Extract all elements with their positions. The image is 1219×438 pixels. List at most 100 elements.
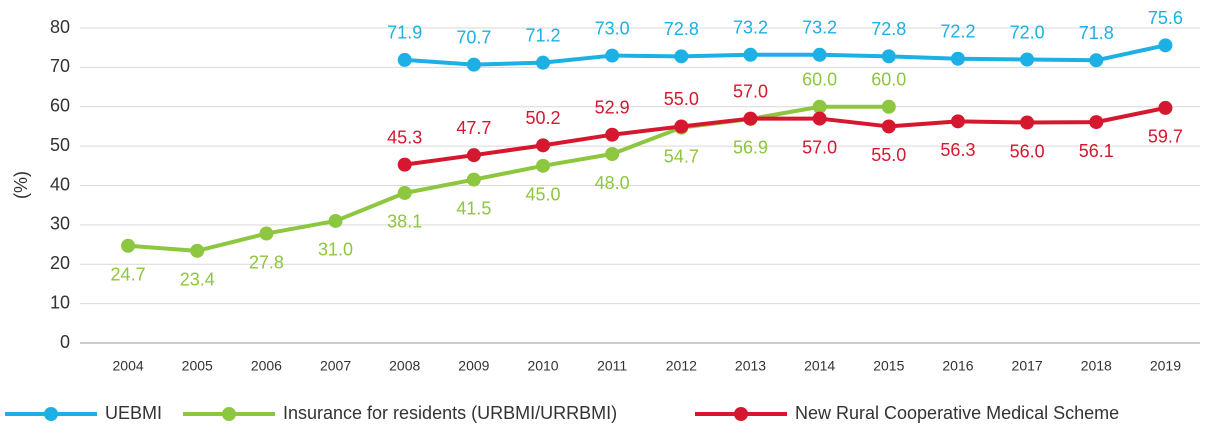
data-label: 72.0 bbox=[1010, 22, 1045, 42]
data-label: 52.9 bbox=[595, 97, 630, 117]
data-label: 48.0 bbox=[595, 173, 630, 193]
data-point bbox=[397, 157, 412, 172]
data-point bbox=[536, 158, 551, 173]
x-tick-label: 2010 bbox=[527, 358, 558, 374]
x-tick-label: 2014 bbox=[804, 358, 835, 374]
data-label: 75.6 bbox=[1148, 8, 1183, 28]
data-point bbox=[190, 243, 205, 258]
x-tick-label: 2006 bbox=[251, 358, 282, 374]
data-point bbox=[743, 47, 758, 62]
data-point bbox=[812, 47, 827, 62]
data-label: 57.0 bbox=[733, 81, 768, 101]
data-label: 56.1 bbox=[1079, 141, 1114, 161]
data-label: 47.7 bbox=[456, 118, 491, 138]
data-point bbox=[466, 172, 481, 187]
x-tick-label: 2015 bbox=[873, 358, 904, 374]
data-point bbox=[605, 48, 620, 63]
data-point bbox=[397, 185, 412, 200]
data-label: 54.7 bbox=[664, 146, 699, 166]
data-label: 57.0 bbox=[802, 137, 837, 157]
data-label: 73.2 bbox=[733, 18, 768, 38]
data-point bbox=[259, 226, 274, 241]
x-tick-label: 2004 bbox=[113, 358, 144, 374]
y-tick-label: 0 bbox=[60, 332, 70, 352]
series-line bbox=[404, 105, 1166, 167]
data-label: 71.8 bbox=[1079, 23, 1114, 43]
data-point bbox=[812, 99, 827, 114]
data-label: 50.2 bbox=[525, 108, 560, 128]
data-point bbox=[1020, 115, 1035, 130]
y-tick-label: 20 bbox=[50, 253, 70, 273]
y-tick-label: 10 bbox=[50, 292, 70, 312]
data-point bbox=[950, 51, 965, 66]
data-label: 45.0 bbox=[525, 185, 560, 205]
series-line bbox=[404, 43, 1166, 67]
series-line bbox=[127, 104, 889, 253]
data-label: 71.2 bbox=[525, 25, 560, 45]
data-point bbox=[605, 147, 620, 161]
y-tick-label: 50 bbox=[50, 135, 70, 155]
data-point bbox=[674, 119, 689, 134]
data-point bbox=[674, 49, 689, 64]
data-label: 70.7 bbox=[456, 27, 491, 47]
data-point bbox=[536, 55, 551, 70]
x-tick-label: 2008 bbox=[389, 358, 420, 374]
data-point bbox=[466, 148, 481, 163]
x-tick-label: 2009 bbox=[458, 358, 489, 374]
x-tick-label: 2011 bbox=[597, 358, 627, 374]
data-point bbox=[881, 119, 896, 134]
data-point bbox=[1089, 115, 1104, 130]
data-point bbox=[881, 49, 896, 64]
x-tick-label: 2018 bbox=[1081, 358, 1112, 374]
data-point bbox=[950, 114, 965, 129]
data-point bbox=[328, 213, 343, 228]
data-label: 59.7 bbox=[1148, 127, 1183, 147]
data-point bbox=[1020, 52, 1035, 67]
legend-marker bbox=[734, 407, 748, 421]
data-label: 56.9 bbox=[733, 138, 768, 158]
data-point bbox=[397, 52, 412, 67]
legend-label: New Rural Cooperative Medical Scheme bbox=[795, 403, 1119, 423]
y-tick-label: 30 bbox=[50, 214, 70, 234]
data-point bbox=[881, 99, 896, 114]
data-point bbox=[1089, 53, 1104, 68]
legend-label: Insurance for residents (URBMI/URRBMI) bbox=[283, 403, 617, 423]
data-label: 73.2 bbox=[802, 18, 837, 38]
x-tick-label: 2016 bbox=[942, 358, 973, 374]
data-label: 55.0 bbox=[664, 89, 699, 109]
x-tick-label: 2013 bbox=[735, 358, 766, 374]
x-tick-label: 2005 bbox=[182, 358, 213, 374]
y-tick-label: 40 bbox=[50, 174, 70, 194]
data-label: 23.4 bbox=[180, 270, 215, 290]
data-point bbox=[536, 138, 551, 153]
data-label: 56.3 bbox=[940, 140, 975, 160]
legend-label: UEBMI bbox=[105, 403, 162, 423]
data-point bbox=[1158, 100, 1173, 115]
data-label: 72.8 bbox=[664, 19, 699, 39]
x-tick-label: 2007 bbox=[320, 358, 351, 374]
y-tick-label: 70 bbox=[50, 56, 70, 76]
x-tick-label: 2017 bbox=[1012, 358, 1043, 374]
data-point bbox=[1158, 38, 1173, 53]
data-point bbox=[743, 111, 758, 126]
y-axis-title: (%) bbox=[11, 171, 31, 199]
data-label: 60.0 bbox=[871, 70, 906, 90]
data-point bbox=[466, 57, 481, 72]
x-tick-label: 2019 bbox=[1150, 358, 1181, 374]
data-label: 45.3 bbox=[387, 127, 422, 147]
y-tick-label: 60 bbox=[50, 96, 70, 116]
data-label: 55.0 bbox=[871, 145, 906, 165]
data-label: 31.0 bbox=[318, 240, 353, 260]
data-label: 72.2 bbox=[940, 21, 975, 41]
data-point bbox=[812, 111, 827, 126]
data-label: 72.8 bbox=[871, 19, 906, 39]
data-label: 60.0 bbox=[802, 70, 837, 90]
legend-marker bbox=[44, 407, 58, 421]
data-label: 27.8 bbox=[249, 252, 284, 272]
legend-marker bbox=[222, 407, 236, 421]
data-point bbox=[605, 127, 620, 142]
x-tick-label: 2012 bbox=[666, 358, 697, 374]
data-label: 38.1 bbox=[387, 212, 422, 232]
data-label: 24.7 bbox=[111, 264, 146, 284]
